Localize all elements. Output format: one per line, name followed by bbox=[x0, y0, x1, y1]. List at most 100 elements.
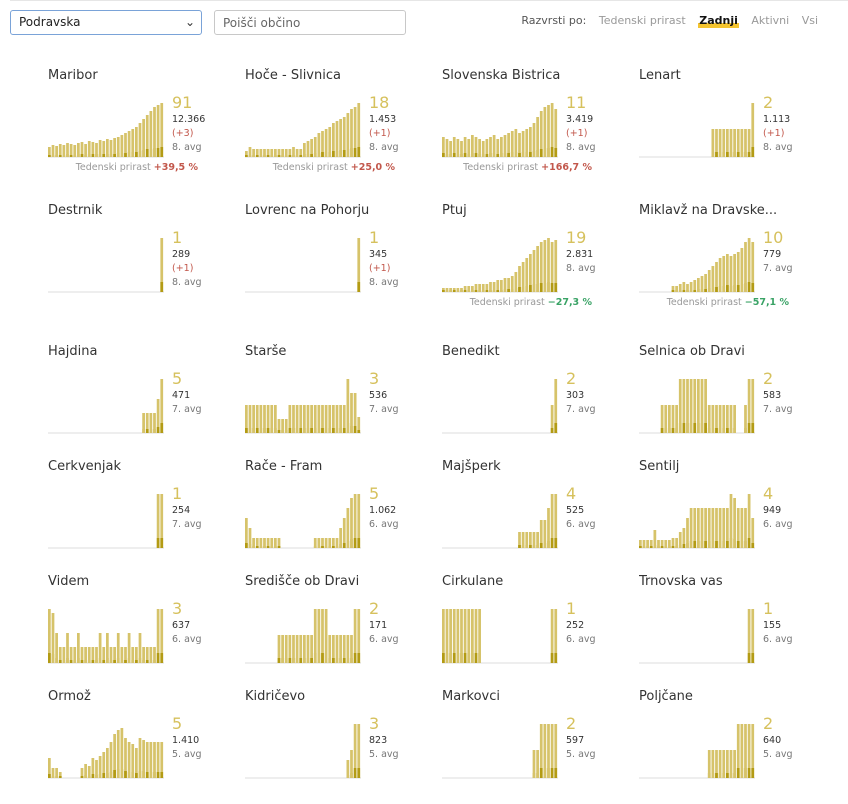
sparkline-bar-active bbox=[98, 658, 102, 663]
sparkline-bar bbox=[500, 137, 503, 157]
sparkline-bar-active bbox=[718, 773, 722, 778]
sparkline-bar bbox=[116, 730, 120, 778]
sparkline-bar bbox=[335, 538, 339, 548]
sparkline-bar bbox=[536, 246, 539, 292]
sparkline-bar-active bbox=[682, 290, 686, 292]
municipality-card[interactable]: Hoče - Slivnica 18 1.453 (+1) 8. avg Tedenski… bbox=[245, 68, 425, 183]
municipality-card[interactable]: Selnica ob Dravi 2 583 7. avg bbox=[639, 344, 819, 459]
municipality-card[interactable]: Videm 3 637 6. avg bbox=[48, 574, 228, 689]
latest-value: 5 bbox=[172, 714, 183, 733]
sparkline-bar-active bbox=[536, 150, 539, 157]
sparkline-bar bbox=[500, 280, 503, 292]
municipality-card[interactable]: Majšperk 4 525 6. avg bbox=[442, 459, 622, 574]
chevron-down-icon[interactable]: ⌄ bbox=[184, 15, 195, 29]
sparkline-bar-active bbox=[274, 155, 277, 157]
municipality-card[interactable]: Miklavž na Dravske... 10 779 7. avg Tedenski… bbox=[639, 203, 819, 318]
sort-option-latest[interactable]: Zadnji bbox=[699, 14, 738, 27]
sparkline-bar-active bbox=[160, 538, 164, 548]
sparkline-bar-active bbox=[711, 428, 715, 433]
municipality-card[interactable]: Starše 3 536 7. avg bbox=[245, 344, 425, 459]
municipality-card[interactable]: Destrnik 1 289 (+1) 8. avg bbox=[48, 203, 228, 318]
sparkline-bar bbox=[281, 149, 284, 157]
municipality-card[interactable]: Ptuj 19 2.831 8. avg Tedenski prirast −27,3 % bbox=[442, 203, 622, 318]
sparkline-bar bbox=[532, 532, 536, 548]
sparkline-bar-active bbox=[87, 776, 91, 778]
sparkline-bar bbox=[733, 405, 736, 433]
municipality-card[interactable]: Trnovska vas 1 155 6. avg bbox=[639, 574, 819, 689]
sparkline-bar-active bbox=[66, 154, 69, 157]
sparkline-bar bbox=[726, 254, 729, 292]
daily-delta: (+1) bbox=[763, 128, 785, 139]
sparkline-bar bbox=[69, 144, 73, 157]
sparkline-bar-active bbox=[339, 544, 342, 548]
sort-option-all[interactable]: Vsi bbox=[801, 14, 818, 27]
sparkline-bar-active bbox=[339, 428, 342, 433]
weekly-growth-value: +39,5 % bbox=[153, 162, 198, 173]
municipality-card[interactable]: Slovenska Bistrica 11 3.419 (+1) 8. avg Teden… bbox=[442, 68, 622, 183]
municipality-card[interactable]: Cirkulane 1 252 6. avg bbox=[442, 574, 622, 689]
sparkline-bar bbox=[707, 405, 711, 433]
sparkline-bar-active bbox=[525, 286, 529, 292]
sparkline-bar-active bbox=[328, 152, 332, 157]
municipality-card[interactable]: Cerkvenjak 1 254 7. avg bbox=[48, 459, 228, 574]
municipality-card[interactable]: Lovrenc na Pohorju 1 345 (+1) 8. avg bbox=[245, 203, 425, 318]
sparkline-bar bbox=[321, 538, 324, 548]
sparkline-bar bbox=[131, 129, 135, 157]
latest-value: 18 bbox=[369, 93, 390, 112]
sparkline-bar-active bbox=[255, 428, 259, 433]
sparkline-bar bbox=[357, 103, 361, 157]
average-label: 6. avg bbox=[172, 634, 202, 645]
municipality-search-input[interactable] bbox=[214, 10, 406, 35]
sparkline-bar-active bbox=[554, 653, 558, 663]
sparkline-bar-active bbox=[722, 152, 726, 157]
sparkline-bar-active bbox=[342, 543, 346, 548]
sparkline-bar-active bbox=[550, 538, 554, 548]
sparkline-bar bbox=[266, 405, 270, 433]
sparkline-bar bbox=[160, 238, 164, 292]
municipality-card[interactable]: Središče ob Dravi 2 171 6. avg bbox=[245, 574, 425, 689]
sparkline-bar bbox=[496, 139, 500, 157]
municipality-card[interactable]: Poljčane 2 640 5. avg bbox=[639, 689, 819, 804]
sparkline-bar bbox=[722, 129, 726, 157]
sparkline-bar bbox=[350, 750, 353, 778]
sparkline-bar bbox=[718, 129, 722, 157]
sparkline-bar-active bbox=[95, 154, 98, 157]
sparkline-bar-active bbox=[277, 155, 281, 157]
sparkline-bar bbox=[274, 149, 277, 157]
sparkline-bar bbox=[474, 284, 478, 292]
municipality-name: Lenart bbox=[639, 68, 681, 83]
sort-option-active[interactable]: Aktivni bbox=[751, 14, 790, 27]
municipality-card[interactable]: Rače - Fram 5 1.062 6. avg bbox=[245, 459, 425, 574]
municipality-card[interactable]: Lenart 2 1.113 (+1) 8. avg bbox=[639, 68, 819, 183]
sparkline-bar-active bbox=[682, 544, 686, 548]
municipality-card[interactable]: Ormož 5 1.410 5. avg bbox=[48, 689, 228, 804]
average-label: 5. avg bbox=[566, 749, 596, 760]
sparkline-bar bbox=[313, 609, 317, 663]
municipality-card[interactable]: Markovci 2 597 5. avg bbox=[442, 689, 622, 804]
sparkline-bar-active bbox=[668, 428, 671, 433]
sparkline-bar bbox=[277, 419, 281, 433]
sparkline-bar bbox=[138, 123, 142, 157]
sparkline-bar bbox=[153, 107, 156, 157]
sort-option-weekly-growth[interactable]: Tedenski prirast bbox=[598, 14, 686, 27]
municipality-card[interactable]: Benedikt 2 303 7. avg bbox=[442, 344, 622, 459]
sparkline-bar bbox=[697, 379, 700, 433]
sparkline-bar-active bbox=[335, 151, 339, 157]
region-select[interactable]: Podravska ⌄ bbox=[10, 10, 202, 35]
sparkline-bar-active bbox=[726, 541, 729, 548]
sparkline-bar bbox=[142, 647, 145, 663]
municipality-card[interactable]: Hajdina 5 471 7. avg bbox=[48, 344, 228, 459]
sparkline-bar bbox=[460, 609, 463, 663]
municipality-card[interactable]: Kidričevo 3 823 5. avg bbox=[245, 689, 425, 804]
sparkline-chart bbox=[639, 238, 755, 293]
average-label: 7. avg bbox=[566, 404, 596, 415]
sparkline-bar bbox=[87, 766, 91, 778]
sparkline-bar bbox=[744, 508, 747, 548]
municipality-card[interactable]: Šentilj 4 949 6. avg bbox=[639, 459, 819, 574]
sparkline-bar bbox=[274, 405, 277, 433]
sparkline-bar-active bbox=[521, 545, 525, 548]
sparkline-bar-active bbox=[510, 152, 514, 157]
sparkline-bar-active bbox=[711, 152, 715, 157]
sparkline-bar-active bbox=[142, 660, 145, 663]
municipality-card[interactable]: Maribor 91 12.366 (+3) 8. avg Tedenski priras… bbox=[48, 68, 228, 183]
